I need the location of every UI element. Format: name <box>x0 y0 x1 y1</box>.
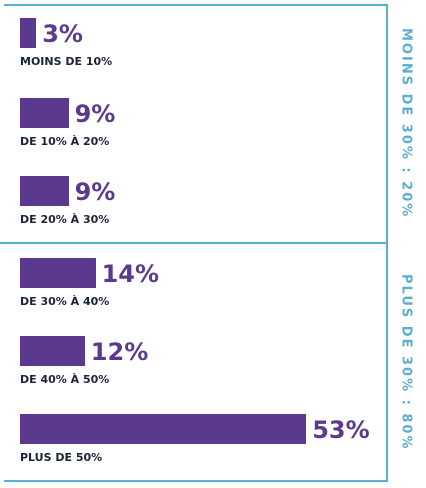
group-label-top-text: MOINS DE 30% : 20% <box>398 28 414 219</box>
value-label-5: 12% <box>90 338 149 366</box>
group-panel-top <box>4 4 388 243</box>
category-label-5: DE 40% À 50% <box>20 373 110 386</box>
category-label-6: PLUS DE 50% <box>20 451 103 464</box>
value-label-2: 9% <box>74 100 116 128</box>
bar-2 <box>20 98 69 128</box>
value-label-4: 14% <box>101 260 160 288</box>
bar-5 <box>20 336 85 366</box>
category-label-4: DE 30% À 40% <box>20 295 110 308</box>
value-label-3: 9% <box>74 178 116 206</box>
group-divider <box>0 242 388 244</box>
bar-6 <box>20 414 307 444</box>
group-label-bottom: PLUS DE 30% : 80% <box>392 243 420 482</box>
bar-1 <box>20 18 37 48</box>
category-label-3: DE 20% À 30% <box>20 213 110 226</box>
bar-3 <box>20 176 69 206</box>
value-label-6: 53% <box>312 416 370 444</box>
category-label-1: MOINS DE 10% <box>20 55 113 68</box>
value-label-1: 3% <box>42 20 83 48</box>
group-label-bottom-text: PLUS DE 30% : 80% <box>398 274 414 451</box>
category-label-2: DE 10% À 20% <box>20 135 110 148</box>
bar-4 <box>20 258 96 288</box>
group-label-top: MOINS DE 30% : 20% <box>392 4 420 243</box>
